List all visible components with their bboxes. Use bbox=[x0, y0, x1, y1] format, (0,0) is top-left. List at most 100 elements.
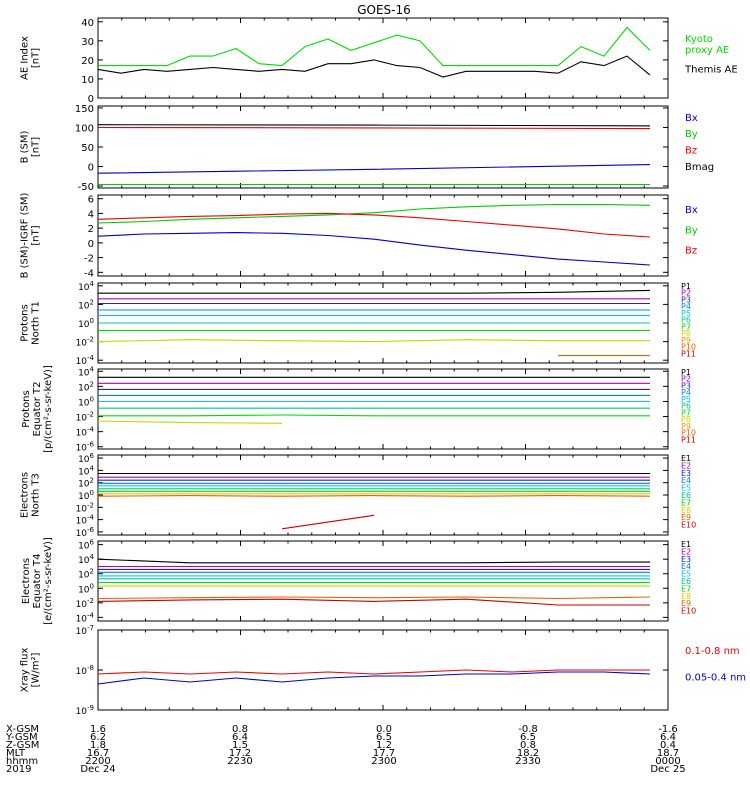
footer-cell: 0.4 bbox=[660, 740, 676, 751]
y-tick-label: 30 bbox=[81, 37, 94, 48]
y-tick-label: 0 bbox=[88, 163, 94, 174]
figure-title: GOES-16 bbox=[357, 3, 411, 17]
y-tick-label: 10-2 bbox=[76, 336, 94, 349]
y-tick-label: 102 bbox=[78, 477, 94, 490]
legend-label: E3 bbox=[681, 469, 691, 478]
legend-label: P3 bbox=[681, 381, 691, 390]
legend: Bx By Bz bbox=[685, 205, 698, 257]
legend-label: P11 bbox=[681, 349, 696, 358]
footer-cell: 17.7 bbox=[373, 748, 395, 759]
footer-cell: 0.8 bbox=[232, 724, 248, 735]
panel-4: 10-4 10-2 100 102 104 ProtonsNorth T1 P1P2P3P4… bbox=[20, 280, 697, 367]
legend-label: P10 bbox=[681, 429, 696, 438]
series-line-P8 bbox=[97, 420, 283, 424]
legend-label: E1 bbox=[681, 540, 691, 549]
y-tick-label: 104 bbox=[78, 553, 94, 566]
series-line-Bmag bbox=[97, 124, 651, 127]
footer-cell: 18.2 bbox=[517, 748, 539, 759]
legend-label: Bmag bbox=[685, 162, 714, 173]
y-tick-label: 150 bbox=[75, 104, 94, 115]
panel-2: -50 0 50 100 150 B (SM)[nT] Bx By Bz Bmag bbox=[20, 104, 715, 193]
y-tick-label: 20 bbox=[81, 56, 94, 67]
series-line-P7 bbox=[98, 414, 650, 417]
legend-label: E5 bbox=[681, 570, 691, 579]
footer-cell: 6.5 bbox=[376, 732, 392, 743]
series-line-Bz bbox=[97, 212, 651, 238]
y-tick-label: 102 bbox=[78, 380, 94, 393]
y-tick-label: 10-2 bbox=[76, 411, 94, 424]
y-tick-label: 2 bbox=[88, 224, 94, 235]
legend-label: E4 bbox=[681, 476, 691, 485]
y-axis-label: ElectronsNorth T3 bbox=[20, 472, 42, 518]
legend-label: Themis AE bbox=[684, 65, 738, 76]
y-tick-label: 10-9 bbox=[76, 704, 94, 717]
series-line-0.05-0.4-nm bbox=[97, 671, 651, 685]
y-tick-label: 10-6 bbox=[76, 526, 95, 539]
y-tick-label: 104 bbox=[78, 464, 94, 477]
legend-label: P3 bbox=[681, 295, 691, 304]
y-tick-label: 40 bbox=[81, 18, 94, 29]
y-tick-label: 10-4 bbox=[76, 514, 95, 527]
y-axis-label: ElectronsEquator T4[e/(cm²-s-sr-keV)] bbox=[21, 537, 54, 625]
legend-label: E8 bbox=[681, 592, 691, 601]
series-line-0.1-0.8-nm bbox=[97, 669, 650, 675]
legend-label: Bz bbox=[685, 246, 697, 257]
y-tick-label: 100 bbox=[75, 123, 94, 134]
y-axis-label: Xray flux[W/m²] bbox=[20, 648, 42, 693]
footer-cell: 2300 bbox=[371, 756, 396, 767]
footer-cell: 0000 bbox=[655, 756, 680, 767]
legend-label: P1 bbox=[681, 368, 691, 377]
panel-3: -4 -2 0 2 4 6 B (SM)-IGRF (SM)[nT] Bx By Bz bbox=[20, 193, 698, 280]
series-line-Kyoto-proxy-AE bbox=[98, 26, 651, 67]
footer-cell: 1.2 bbox=[376, 740, 392, 751]
legend-label: E2 bbox=[681, 547, 691, 556]
legend-label: P9 bbox=[681, 422, 691, 431]
y-axis-label: B (SM)-IGRF (SM)[nT] bbox=[20, 193, 42, 279]
legend-label: E7 bbox=[681, 584, 691, 593]
legend-label: By bbox=[685, 129, 698, 140]
y-tick-label: 10 bbox=[81, 75, 94, 86]
legend-label: Bz bbox=[685, 146, 697, 157]
footer-cell: 6.4 bbox=[660, 732, 676, 743]
footer-cell: 6.4 bbox=[232, 732, 248, 743]
legend-label: E6 bbox=[681, 491, 691, 500]
panel-5: 10-6 10-4 10-2 100 102 104 ProtonsEquator T2[p… bbox=[21, 365, 696, 454]
y-tick-label: 10-4 bbox=[76, 611, 95, 624]
legend-label: P2 bbox=[681, 289, 691, 298]
y-tick-label: 100 bbox=[78, 582, 94, 595]
y-tick-label: -50 bbox=[78, 182, 94, 193]
legend-label: E10 bbox=[681, 607, 696, 616]
legend-label: P6 bbox=[681, 402, 691, 411]
series-line-P8 bbox=[97, 339, 650, 343]
y-tick-label: 100 bbox=[78, 317, 94, 330]
y-tick-label: 10-2 bbox=[76, 501, 94, 514]
series-line-E9 bbox=[97, 596, 651, 600]
legend: 0.1-0.8 nm 0.05-0.4 nm bbox=[685, 646, 746, 684]
series-line-E10 bbox=[97, 598, 650, 606]
legend-label: Kyoto bbox=[685, 34, 713, 45]
legend-label: E2 bbox=[681, 461, 691, 470]
series-line-Bx bbox=[97, 232, 651, 266]
series-line-E9 bbox=[97, 495, 651, 497]
y-tick-label: 10-2 bbox=[76, 597, 94, 610]
y-tick-label: 106 bbox=[78, 452, 94, 465]
footer-cell: 1.8 bbox=[90, 740, 106, 751]
footer-cell: Dec 24 bbox=[80, 764, 115, 775]
legend-label: E3 bbox=[681, 555, 691, 564]
ephemeris-footer: X-GSMY-GSMZ-GSMMLThhmm20191.66.21.816.72… bbox=[5, 724, 686, 775]
legend-label: E6 bbox=[681, 577, 691, 586]
footer-row-label: 2019 bbox=[6, 764, 31, 775]
legend: Bx By Bz Bmag bbox=[685, 113, 714, 173]
legend-label: 0.1-0.8 nm bbox=[685, 646, 740, 657]
footer-row-label: X-GSM bbox=[6, 724, 39, 735]
y-tick-label: 10-6 bbox=[76, 441, 95, 454]
y-tick-label: 10-8 bbox=[76, 664, 94, 677]
y-tick-label: 102 bbox=[78, 298, 94, 311]
legend-label: P7 bbox=[681, 322, 691, 331]
footer-cell: 0.8 bbox=[520, 740, 536, 751]
